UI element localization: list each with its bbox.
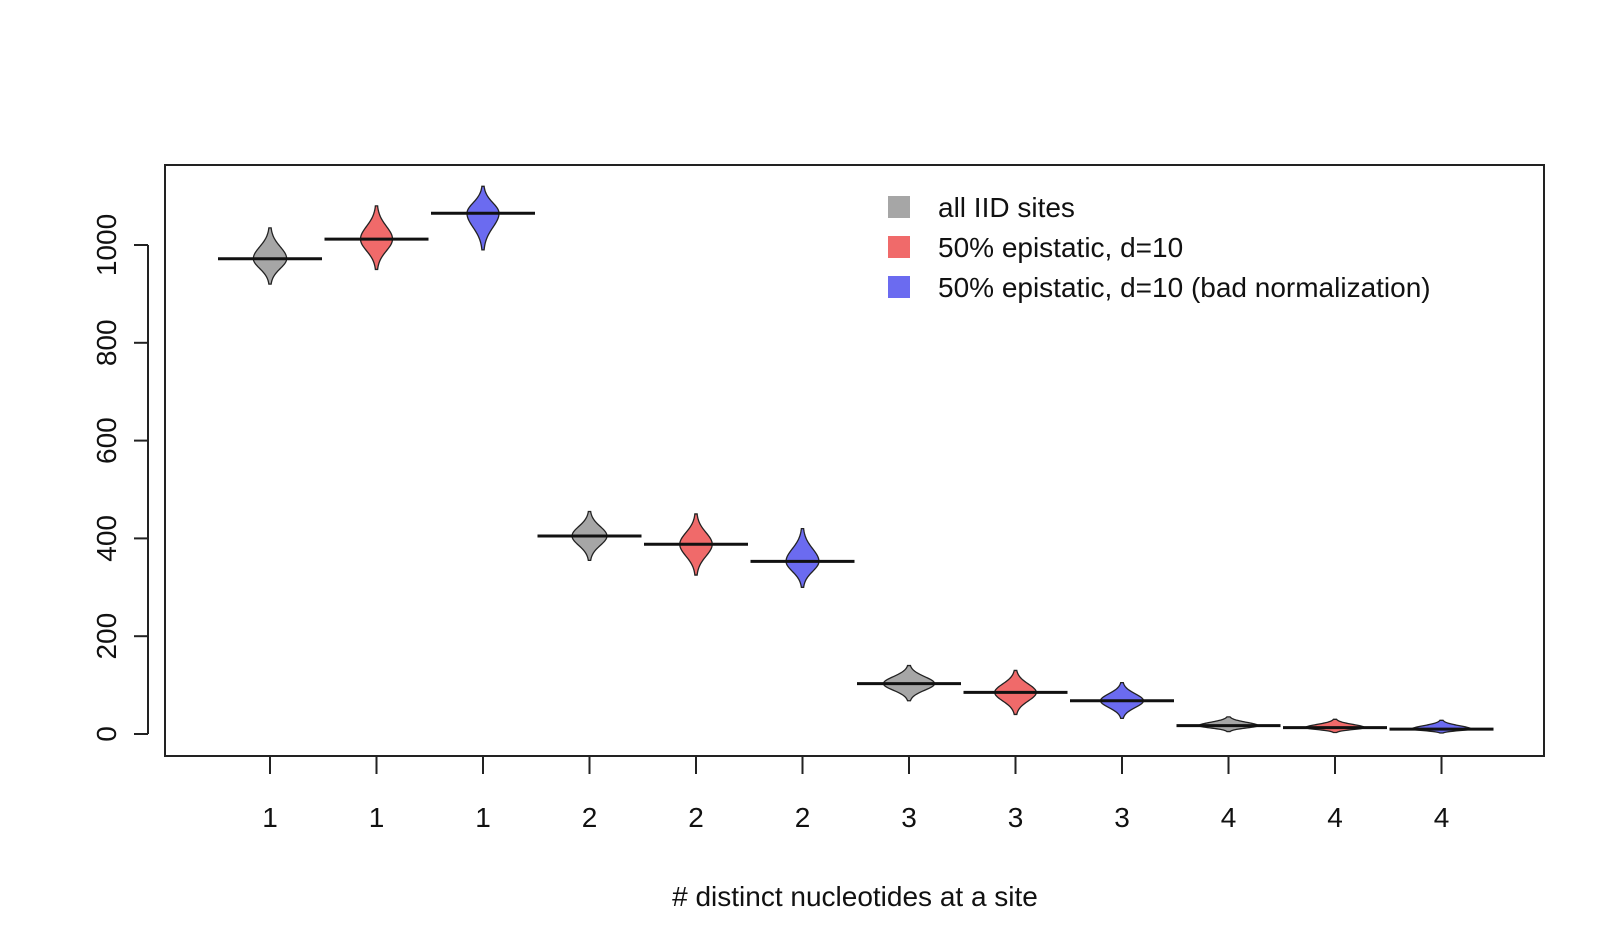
legend-swatch-1 (888, 196, 910, 218)
x-axis-label: # distinct nucleotides at a site (672, 881, 1038, 912)
y-tick-label: 0 (91, 726, 122, 742)
y-tick-label: 600 (91, 417, 122, 464)
legend-swatch-3 (888, 276, 910, 298)
y-tick-label: 200 (91, 613, 122, 660)
violin-series3-pos6 (785, 527, 820, 588)
violin-series2-pos11 (1304, 718, 1366, 734)
x-tick-label: 2 (688, 802, 704, 833)
x-tick-label: 2 (795, 802, 811, 833)
violin-series1-pos1 (252, 227, 288, 285)
y-tick-label: 1000 (91, 214, 122, 276)
legend-swatch-2 (888, 236, 910, 258)
x-axis: 1 1 1 2 2 2 3 3 3 4 4 4 (262, 756, 1449, 833)
x-tick-label: 4 (1434, 802, 1450, 833)
legend: all IID sites 50% epistatic, d=10 50% epis… (888, 192, 1431, 303)
x-tick-label: 1 (475, 802, 491, 833)
x-tick-label: 3 (901, 802, 917, 833)
x-tick-label: 3 (1008, 802, 1024, 833)
violins (218, 185, 1494, 734)
legend-label-2: 50% epistatic, d=10 (938, 232, 1183, 263)
x-tick-label: 4 (1221, 802, 1237, 833)
violin-series3-pos3 (466, 185, 500, 251)
x-tick-label: 1 (262, 802, 278, 833)
y-tick-label: 800 (91, 319, 122, 366)
x-tick-label: 4 (1327, 802, 1343, 833)
x-tick-label: 2 (582, 802, 598, 833)
violin-series3-pos12 (1411, 719, 1472, 734)
x-tick-label: 3 (1114, 802, 1130, 833)
legend-label-3: 50% epistatic, d=10 (bad normalization) (938, 272, 1431, 303)
legend-label-1: all IID sites (938, 192, 1075, 223)
y-tick-label: 400 (91, 515, 122, 562)
y-axis: 0 200 400 600 800 1000 (91, 214, 149, 742)
plot-frame (164, 164, 1545, 757)
x-tick-label: 1 (369, 802, 385, 833)
